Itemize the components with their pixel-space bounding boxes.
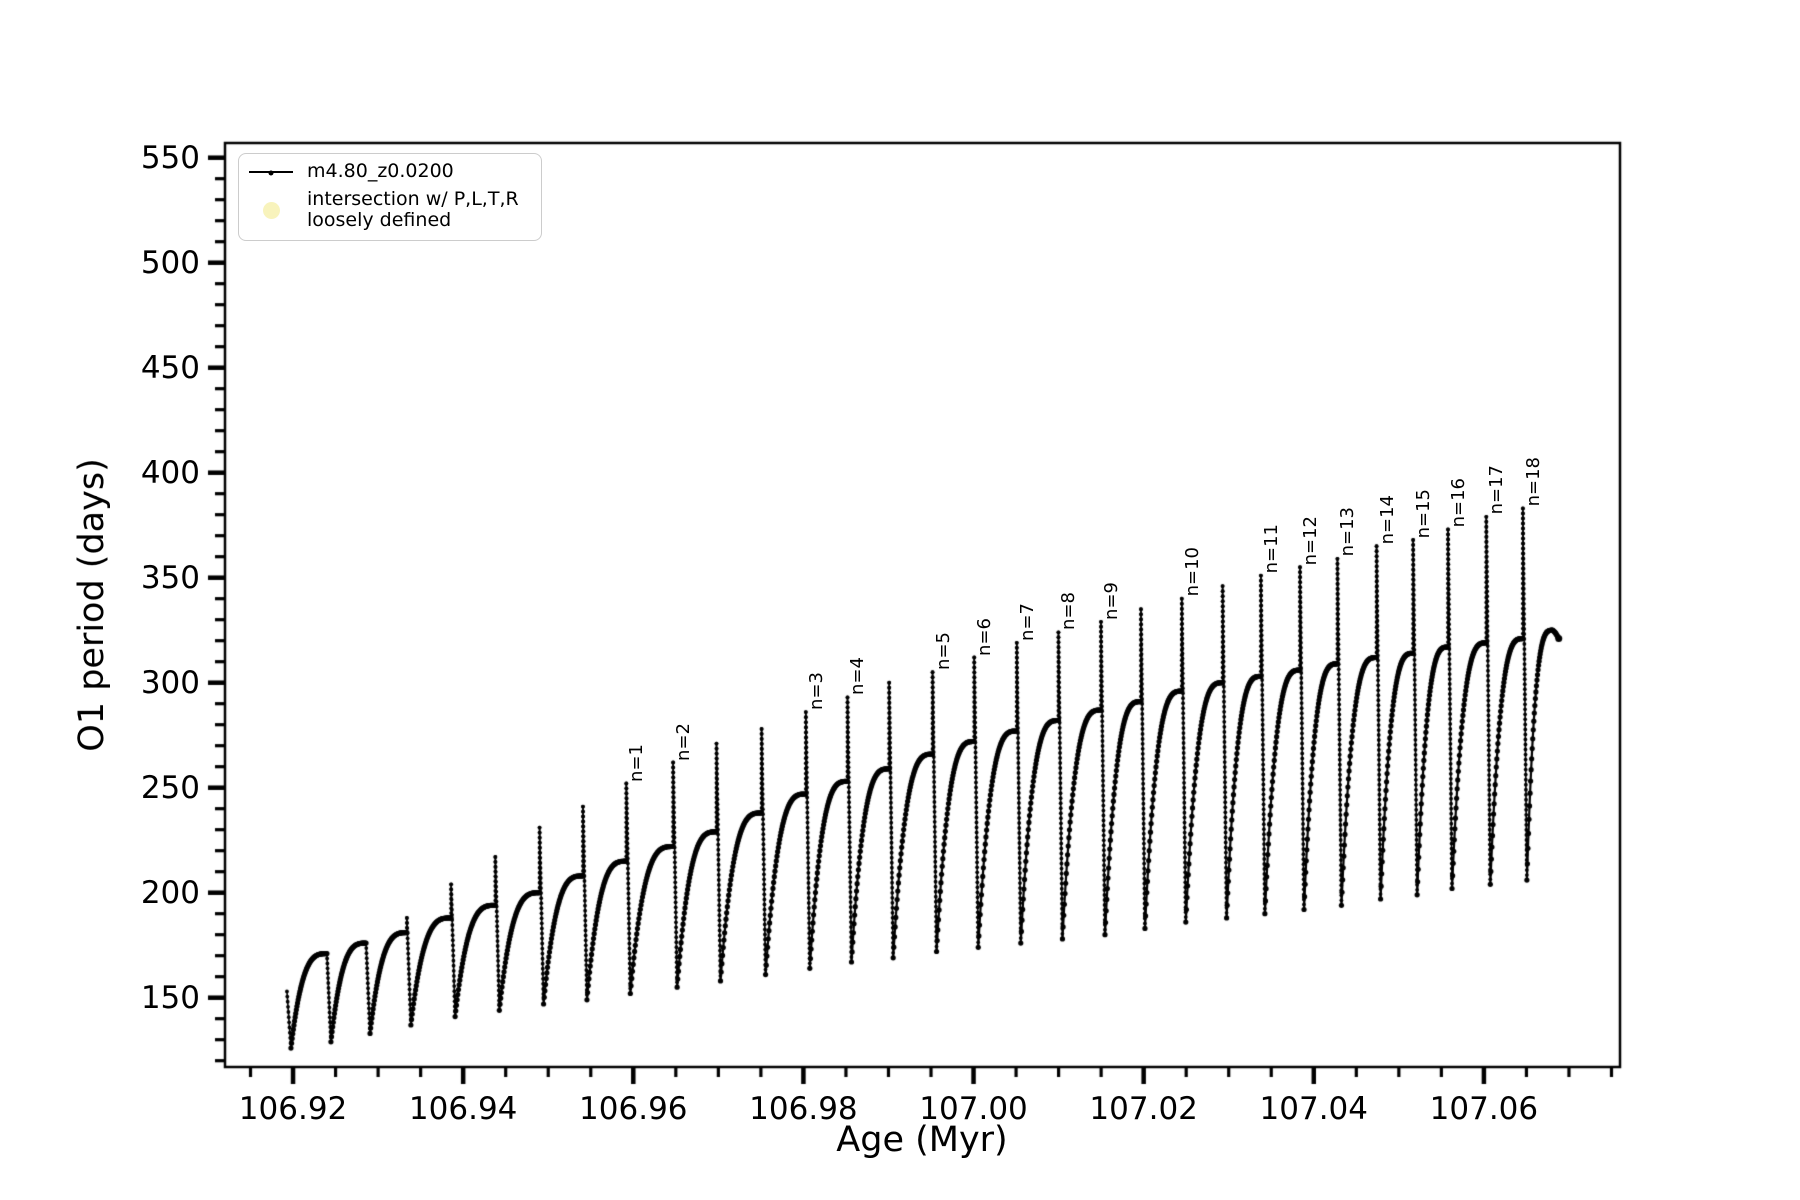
spike-label-n-1: n=1 [626, 743, 648, 782]
y-tick-label: 300 [140, 664, 200, 701]
x-tick-label: 106.92 [238, 1091, 348, 1127]
legend-item-intersection: intersection w/ P,L,T,R loosely defined [245, 189, 531, 231]
y-axis-label: O1 period (days) [72, 458, 112, 752]
spike-label-n-6: n=6 [974, 617, 996, 656]
spike-label-n-14: n=14 [1376, 494, 1398, 545]
y-tick-label: 350 [140, 559, 200, 596]
y-tick-label: 550 [140, 139, 200, 176]
spike-label-n-16: n=16 [1448, 478, 1470, 528]
x-tick-label: 106.98 [749, 1091, 858, 1127]
y-tick-label: 250 [140, 769, 200, 806]
spike-label-n-15: n=15 [1413, 488, 1435, 538]
x-tick-label: 107.02 [1089, 1091, 1198, 1127]
y-tick-label: 450 [140, 349, 200, 386]
spike-label-n-5: n=5 [932, 632, 954, 671]
y-tick-label: 400 [140, 454, 200, 491]
x-tick-label: 107.06 [1429, 1091, 1539, 1127]
spike-label-n-9: n=9 [1100, 581, 1122, 620]
series-line-dot-icon [245, 170, 297, 175]
spike-label-n-11: n=11 [1260, 524, 1282, 574]
intersection-circle-icon [245, 201, 297, 219]
x-tick-label: 106.94 [408, 1091, 518, 1127]
spike-label-n-17: n=17 [1486, 465, 1508, 515]
x-tick-label: 107.00 [919, 1091, 1028, 1127]
y-tick-label: 500 [140, 244, 200, 281]
spike-label-n-8: n=8 [1058, 592, 1080, 631]
x-tick-label: 107.04 [1259, 1091, 1369, 1127]
spike-label-n-7: n=7 [1016, 602, 1038, 641]
legend-label-series: m4.80_z0.0200 [307, 160, 454, 182]
legend-item-series: m4.80_z0.0200 [245, 161, 531, 182]
legend-label-intersection: intersection w/ P,L,T,R loosely defined [307, 188, 519, 231]
y-tick-label: 200 [140, 874, 200, 911]
spike-label-n-10: n=10 [1181, 547, 1203, 597]
spike-label-n-13: n=13 [1337, 507, 1359, 557]
legend: m4.80_z0.0200 intersection w/ P,L,T,R lo… [238, 153, 542, 241]
spike-label-n-18: n=18 [1522, 457, 1544, 507]
spike-label-n-3: n=3 [805, 672, 827, 711]
spike-label-n-2: n=2 [673, 722, 695, 761]
x-axis-label: Age (Myr) [836, 1120, 1008, 1160]
y-tick-label: 150 [140, 979, 200, 1016]
spike-label-n-12: n=12 [1300, 515, 1322, 566]
spike-label-n-4: n=4 [847, 657, 869, 696]
x-tick-label: 106.96 [579, 1091, 688, 1127]
